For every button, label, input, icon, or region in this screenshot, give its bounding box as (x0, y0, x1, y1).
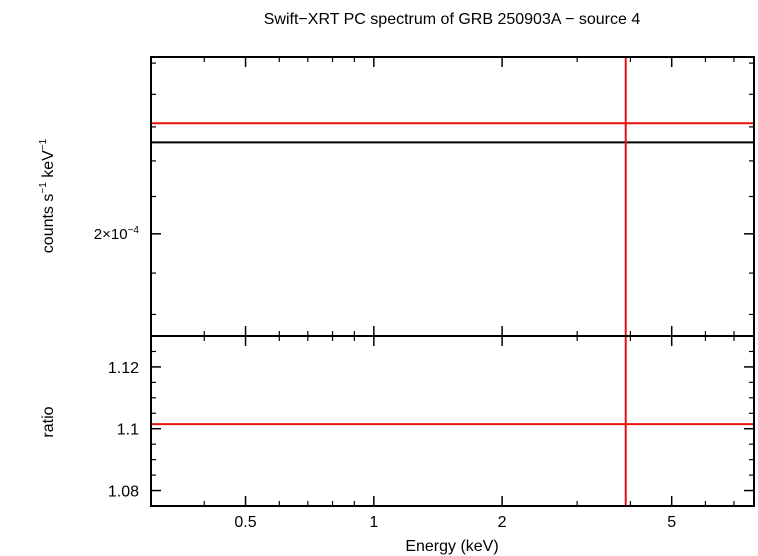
ratio-y-tick-label: 1.08 (108, 484, 139, 501)
ratio-y-tick-label: 1.12 (108, 360, 139, 377)
spectrum-y-axis-label: counts s−1 keV−1 (38, 138, 57, 253)
svg-text:counts s−1 keV−1: counts s−1 keV−1 (38, 138, 57, 253)
spectrum-panel: 2×10−4 (94, 56, 755, 337)
x-tick-label: 0.5 (234, 514, 256, 531)
ylabel-mid: keV (40, 150, 57, 182)
ylabel-sup2: −1 (38, 138, 49, 150)
x-axis-label: Energy (keV) (405, 538, 498, 555)
ylabel-sup1: −1 (38, 182, 49, 194)
x-tick-label: 1 (369, 514, 378, 531)
ratio-ylabel: ratio (40, 406, 57, 437)
ratio-y-axis-label: ratio (40, 406, 57, 437)
chart-title: Swift−XRT PC spectrum of GRB 250903A − s… (264, 11, 641, 28)
ratio-y-tick-label: 1.1 (117, 422, 139, 439)
x-tick-label: 2 (498, 514, 507, 531)
x-tick-label: 5 (667, 514, 676, 531)
spectrum-frame (150, 56, 755, 337)
spectrum-y-tick-label: 2×10−4 (94, 225, 140, 243)
ratio-frame (150, 335, 755, 507)
ratio-panel: 1.08 1.1 1.12 0.5 1 2 5 (108, 335, 755, 531)
ylabel-main: counts s (40, 194, 57, 254)
